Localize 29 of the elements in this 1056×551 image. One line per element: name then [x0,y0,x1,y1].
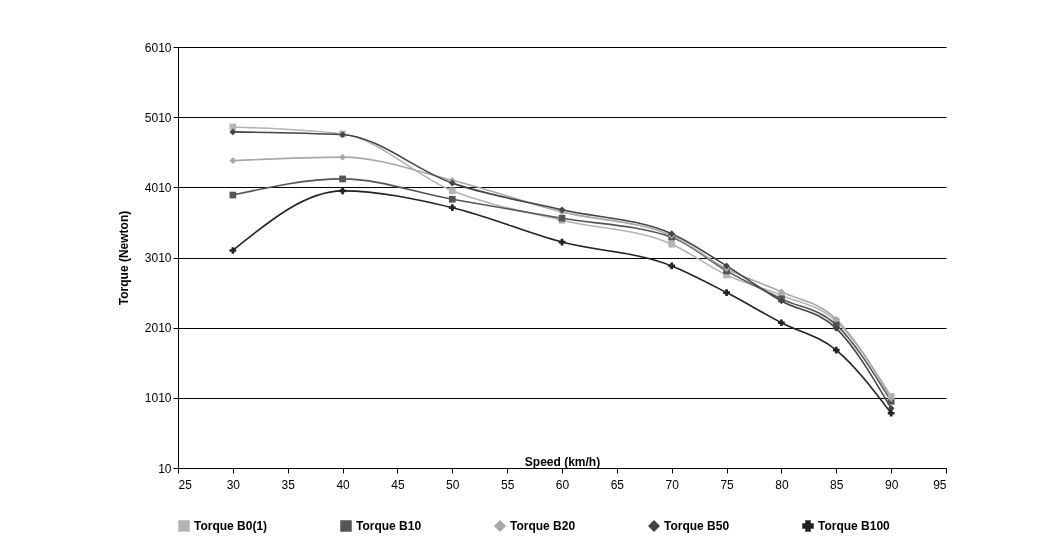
y-tick-label: 5010 [144,110,172,125]
x-tick-label: 25 [178,477,193,492]
y-tick-label: 10 [158,461,172,476]
x-tick-label: 30 [226,477,241,492]
y-axis-title: Torque (Newton) [116,210,131,306]
y-tick-label: 2010 [144,321,172,336]
legend-label: Torque B20 [510,519,576,533]
y-tick-label: 1010 [144,391,172,406]
x-tick-label: 40 [336,477,351,492]
x-tick-label: 35 [281,477,296,492]
y-tick-label: 3010 [144,251,172,265]
x-tick-label: 60 [555,477,570,492]
legend-label: Torque B50 [664,519,730,533]
x-tick-label: 80 [775,477,789,492]
x-tick-label: 45 [391,477,405,492]
x-tick-label: 85 [830,477,844,492]
legend-label: Torque B10 [356,519,422,533]
x-tick-label: 95 [933,477,947,492]
x-tick-label: 55 [500,477,515,492]
x-axis-title: Speed (km/h) [524,454,601,469]
y-tick-label: 4010 [144,180,172,195]
x-tick-label: 90 [884,477,899,492]
x-tick-label: 65 [610,477,625,492]
x-tick-label: 75 [720,477,735,492]
legend-label: Torque B0(1) [194,519,268,533]
legend-label: Torque B100 [818,519,891,533]
y-tick-label: 6010 [144,40,172,55]
x-tick-label: 70 [665,477,680,492]
x-tick-label: 50 [446,477,460,492]
